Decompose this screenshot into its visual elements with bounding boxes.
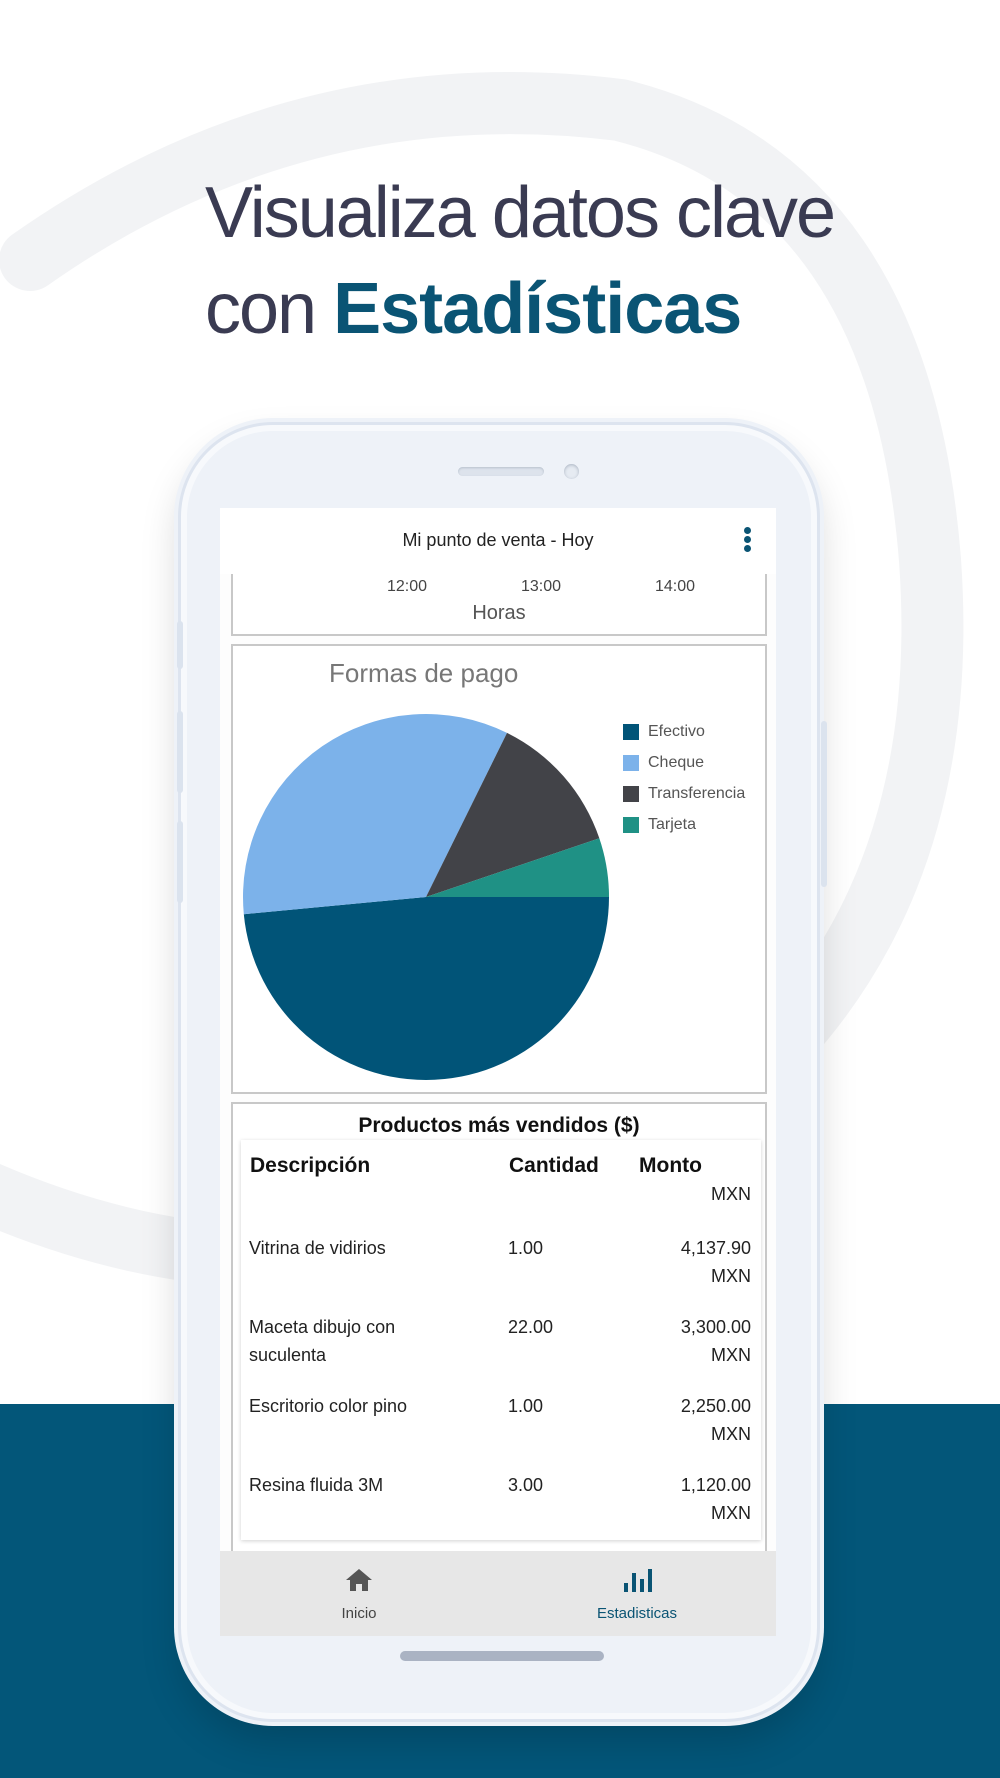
column-header-quantity: Cantidad (509, 1154, 599, 1177)
headline-line2: con Estadísticas (205, 261, 834, 357)
phone-volume-up (177, 711, 183, 793)
pie-chart-title: Formas de pago (329, 658, 519, 688)
legend-swatch (623, 816, 639, 833)
more-vert-icon[interactable] (742, 527, 752, 555)
legend-swatch (623, 754, 639, 771)
headline: Visualiza datos clave con Estadísticas (205, 165, 836, 357)
phone-camera (564, 464, 579, 479)
legend-label: Tarjeta (648, 815, 697, 833)
headline-line1: Visualiza datos clave (205, 173, 836, 253)
product-description: Maceta dibujo con suculenta (249, 1317, 396, 1365)
product-amount: 1,120.00 (680, 1475, 751, 1495)
product-description: Vitrina de vidirios (249, 1238, 386, 1258)
top-products-table: Descripción Cantidad Monto MXN Vitrina d… (241, 1140, 761, 1540)
product-amount: 2,250.00 (680, 1396, 751, 1416)
phone-frame: Mi punto de venta - Hoy 12:00 13:00 14:0… (177, 425, 827, 1719)
phone-side-button (177, 621, 183, 669)
app-screen: Mi punto de venta - Hoy 12:00 13:00 14:0… (220, 508, 776, 1636)
legend-item-transferencia[interactable]: Transferencia (623, 778, 745, 809)
headline-prefix: con (205, 269, 317, 349)
payment-methods-card: Formas de pago Efectivo Cheque Transfere… (231, 644, 767, 1094)
product-currency: MXN (711, 1345, 751, 1365)
product-quantity: 1.00 (508, 1238, 544, 1258)
bar-chart-icon (624, 1569, 652, 1592)
top-products-card: Productos más vendidos ($) Descripción C… (231, 1102, 767, 1636)
app-title: Mi punto de venta - Hoy (402, 530, 594, 550)
product-quantity: 22.00 (508, 1317, 554, 1337)
hours-chart-card: 12:00 13:00 14:00 Horas (231, 574, 767, 636)
phone-volume-down (177, 821, 183, 903)
legend-item-tarjeta[interactable]: Tarjeta (623, 809, 745, 840)
home-icon (346, 1569, 372, 1591)
product-currency: MXN (711, 1266, 751, 1286)
pie-slice-transferencia[interactable] (426, 732, 600, 897)
column-header-amount: Monto (639, 1154, 702, 1177)
table-row[interactable]: Maceta dibujo con suculenta 22.00 3,300.… (241, 1313, 761, 1391)
product-currency: MXN (711, 1503, 751, 1523)
table-row[interactable]: Escritorio color pino 1.00 2,250.00 MXN (241, 1392, 761, 1470)
legend-label: Transferencia (648, 784, 746, 802)
product-amount: 4,137.90 (680, 1238, 751, 1258)
nav-label-estadisticas: Estadisticas (596, 1605, 678, 1622)
product-amount: 3,300.00 (680, 1317, 751, 1337)
legend-label: Efectivo (648, 722, 705, 740)
hour-tick: 13:00 (521, 578, 562, 595)
legend-item-efectivo[interactable]: Efectivo (623, 716, 745, 747)
product-quantity: 1.00 (508, 1396, 544, 1416)
bottom-navigation: Inicio Estadisticas (220, 1551, 776, 1636)
legend-swatch (623, 785, 639, 802)
column-header-currency: MXN (711, 1184, 751, 1204)
product-description: Escritorio color pino (249, 1396, 408, 1416)
table-row[interactable]: Resina fluida 3M 3.00 1,120.00 MXN (241, 1471, 761, 1549)
table-row[interactable]: Vitrina de vidirios 1.00 4,137.90 MXN (241, 1234, 761, 1312)
pie-slice-cheque[interactable] (243, 714, 508, 915)
app-bar: Mi punto de venta - Hoy (220, 508, 776, 574)
phone-speaker (458, 467, 544, 476)
phone-power-button (821, 721, 827, 887)
hour-tick: 12:00 (387, 578, 428, 595)
pie-slice-tarjeta[interactable] (426, 838, 609, 897)
pie-chart (243, 714, 609, 1080)
top-products-title: Productos más vendidos ($) (358, 1114, 640, 1137)
nav-item-inicio[interactable]: Inicio (220, 1551, 498, 1636)
hours-axis-title: Horas (472, 602, 526, 624)
pie-slice-efectivo[interactable] (243, 897, 609, 1080)
headline-accent: Estadísticas (333, 269, 742, 349)
product-quantity: 3.00 (508, 1475, 544, 1495)
hour-tick: 14:00 (655, 578, 696, 595)
nav-label-inicio: Inicio (341, 1605, 377, 1622)
product-currency: MXN (711, 1424, 751, 1444)
nav-item-estadisticas[interactable]: Estadisticas (498, 1551, 776, 1636)
legend-label: Cheque (648, 753, 705, 771)
legend-item-cheque[interactable]: Cheque (623, 747, 745, 778)
legend-swatch (623, 723, 639, 740)
column-header-description: Descripción (250, 1154, 371, 1177)
pie-legend: Efectivo Cheque Transferencia Tarjeta (623, 716, 745, 840)
product-description: Resina fluida 3M (249, 1475, 384, 1495)
home-indicator (400, 1651, 604, 1661)
